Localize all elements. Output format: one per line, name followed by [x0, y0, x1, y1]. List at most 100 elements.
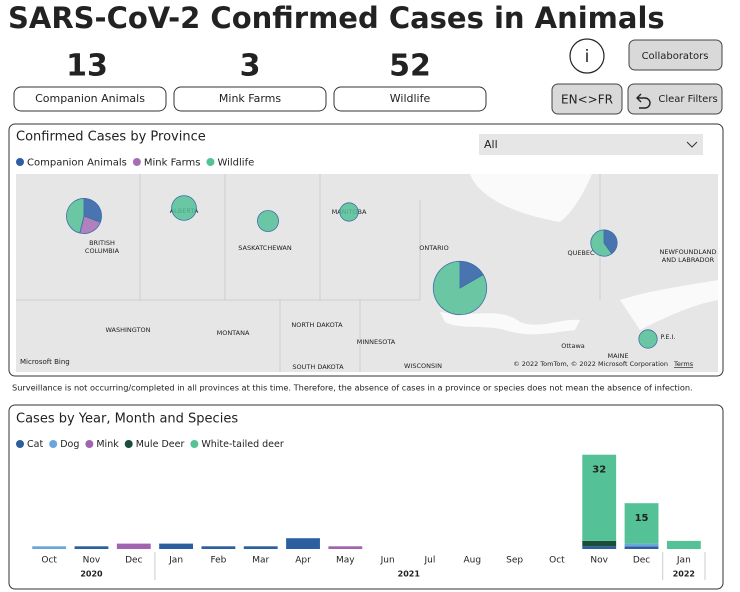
- x-tick-label: Feb: [210, 556, 226, 566]
- hudson-bay: [470, 174, 592, 222]
- pie-slice: [171, 195, 197, 221]
- button-box[interactable]: [627, 83, 723, 115]
- kpi-value: 3: [240, 49, 261, 84]
- map-land: [16, 174, 718, 372]
- undo-icon[interactable]: [636, 93, 651, 109]
- bar-segment: [74, 546, 109, 549]
- kpi-label: Companion Animals: [35, 92, 145, 105]
- place-label-line: MINNESOTA: [357, 338, 396, 346]
- bar-segment: [243, 546, 278, 549]
- collaborators-button[interactable]: Collaborators: [628, 39, 723, 71]
- legend-label: Mink Farms: [144, 158, 201, 169]
- chart: Oct Nov Dec Jan Feb Mar Apr May Jun Jul Aug Sep Oct N…: [32, 454, 706, 580]
- kpi-box: [333, 86, 487, 112]
- data-label: 32: [592, 465, 606, 476]
- kpi-value: 52: [389, 49, 431, 84]
- button-label[interactable]: Clear Filters: [658, 94, 717, 105]
- bar-segment: [32, 546, 67, 549]
- button-label[interactable]: Collaborators: [642, 51, 709, 62]
- bar-segment: [286, 538, 320, 549]
- bar-segment: [582, 546, 617, 549]
- x-tick-label: Aug: [463, 556, 481, 566]
- bar-segment: [666, 540, 701, 549]
- info-label[interactable]: i: [585, 47, 590, 67]
- x-tick-label: Apr: [295, 556, 311, 566]
- x-tick-label: Nov: [590, 556, 608, 566]
- info-circle[interactable]: [569, 38, 605, 74]
- legend-swatch: [124, 440, 133, 448]
- legend-swatch: [16, 440, 24, 448]
- place-label-line: SASKATCHEWAN: [238, 244, 292, 252]
- x-tick-label: Jun: [380, 556, 395, 566]
- x-tick-label: Jan: [676, 556, 691, 566]
- map-terms[interactable]: Terms: [673, 360, 694, 368]
- year-label: 2022: [673, 570, 695, 579]
- button-box[interactable]: [551, 83, 623, 115]
- x-tick-label: Sep: [506, 556, 523, 566]
- bar-segment: [201, 546, 236, 549]
- legend-swatch: [190, 440, 199, 448]
- year-label: 2020: [80, 570, 103, 579]
- place-label: MAINE: [608, 352, 629, 360]
- bar-segment: [624, 543, 659, 547]
- place-label-line: AND LABRADOR: [662, 256, 715, 264]
- legend-label: Mink: [96, 439, 119, 450]
- x-tick-label: Dec: [125, 556, 142, 566]
- legend-label: White-tailed deer: [201, 439, 283, 450]
- place-label: NEWFOUNDLAND AND LABRADOR: [660, 248, 717, 264]
- x-tick-label: Oct: [549, 556, 565, 566]
- bar-segment: [624, 546, 659, 549]
- button-label[interactable]: EN<>FR: [561, 93, 613, 107]
- kpi-label: Wildlife: [390, 92, 431, 105]
- pie-slice: [83, 198, 102, 223]
- legend-swatch: [16, 158, 24, 166]
- pie-slice: [603, 229, 618, 255]
- legend-label: Cat: [27, 439, 43, 450]
- x-tick-label: Oct: [41, 556, 57, 566]
- x-tick-label: May: [336, 556, 355, 566]
- chart-legend: Cat Dog Mink Mule Deer White-tailed deer: [16, 439, 284, 450]
- map-copyright: © 2022 TomTom, © 2022 Microsoft Corporat…: [513, 360, 668, 368]
- language-button[interactable]: EN<>FR: [551, 83, 623, 115]
- dropdown-box[interactable]: [479, 134, 703, 155]
- place-label-line: Ottawa: [561, 342, 585, 350]
- chart-title: Cases by Year, Month and Species: [16, 412, 238, 427]
- x-tick-label: Jan: [168, 556, 183, 566]
- gulf: [620, 280, 718, 330]
- place-label-line: NEWFOUNDLAND: [660, 248, 717, 256]
- x-tick-label: Dec: [633, 556, 650, 566]
- pie-slice: [432, 260, 488, 316]
- place-label-line: NORTH DAKOTA: [291, 321, 343, 329]
- place-label: MINNESOTA: [357, 338, 396, 346]
- place-label: P.E.I.: [660, 333, 675, 341]
- x-tick-label: Nov: [83, 556, 101, 566]
- pie-slice: [638, 329, 658, 349]
- kpi-value: 13: [66, 49, 108, 84]
- x-tick-label: Jul: [424, 556, 436, 566]
- legend-label: Companion Animals: [27, 158, 127, 169]
- dropdown-arrow[interactable]: [686, 141, 698, 148]
- clear-filters-button[interactable]: Clear Filters: [627, 83, 723, 115]
- place-label: SOUTH DAKOTA: [292, 363, 344, 371]
- legend-swatch: [49, 440, 58, 448]
- bar-segment: [582, 540, 617, 547]
- place-label-line: P.E.I.: [660, 333, 675, 341]
- place-label: BRITISH COLUMBIA: [85, 239, 120, 255]
- legend-swatch: [206, 158, 215, 166]
- legend-label: Dog: [60, 439, 79, 450]
- pie-slice: [339, 202, 359, 222]
- place-label-line: ONTARIO: [419, 244, 448, 252]
- chart-panel: [8, 404, 724, 590]
- place-label: SASKATCHEWAN: [238, 244, 292, 252]
- place-label: MONTANA: [217, 329, 250, 337]
- kpi-label: Mink Farms: [219, 92, 281, 105]
- place-label: Ottawa: [561, 342, 585, 350]
- pies: [66, 195, 658, 349]
- button-box[interactable]: [628, 39, 723, 71]
- info-button[interactable]: i: [569, 38, 605, 74]
- place-label: WASHINGTON: [105, 326, 150, 334]
- legend-label: Wildlife: [217, 158, 254, 169]
- dropdown-value[interactable]: All: [484, 138, 498, 151]
- dropdown[interactable]: All: [479, 134, 703, 155]
